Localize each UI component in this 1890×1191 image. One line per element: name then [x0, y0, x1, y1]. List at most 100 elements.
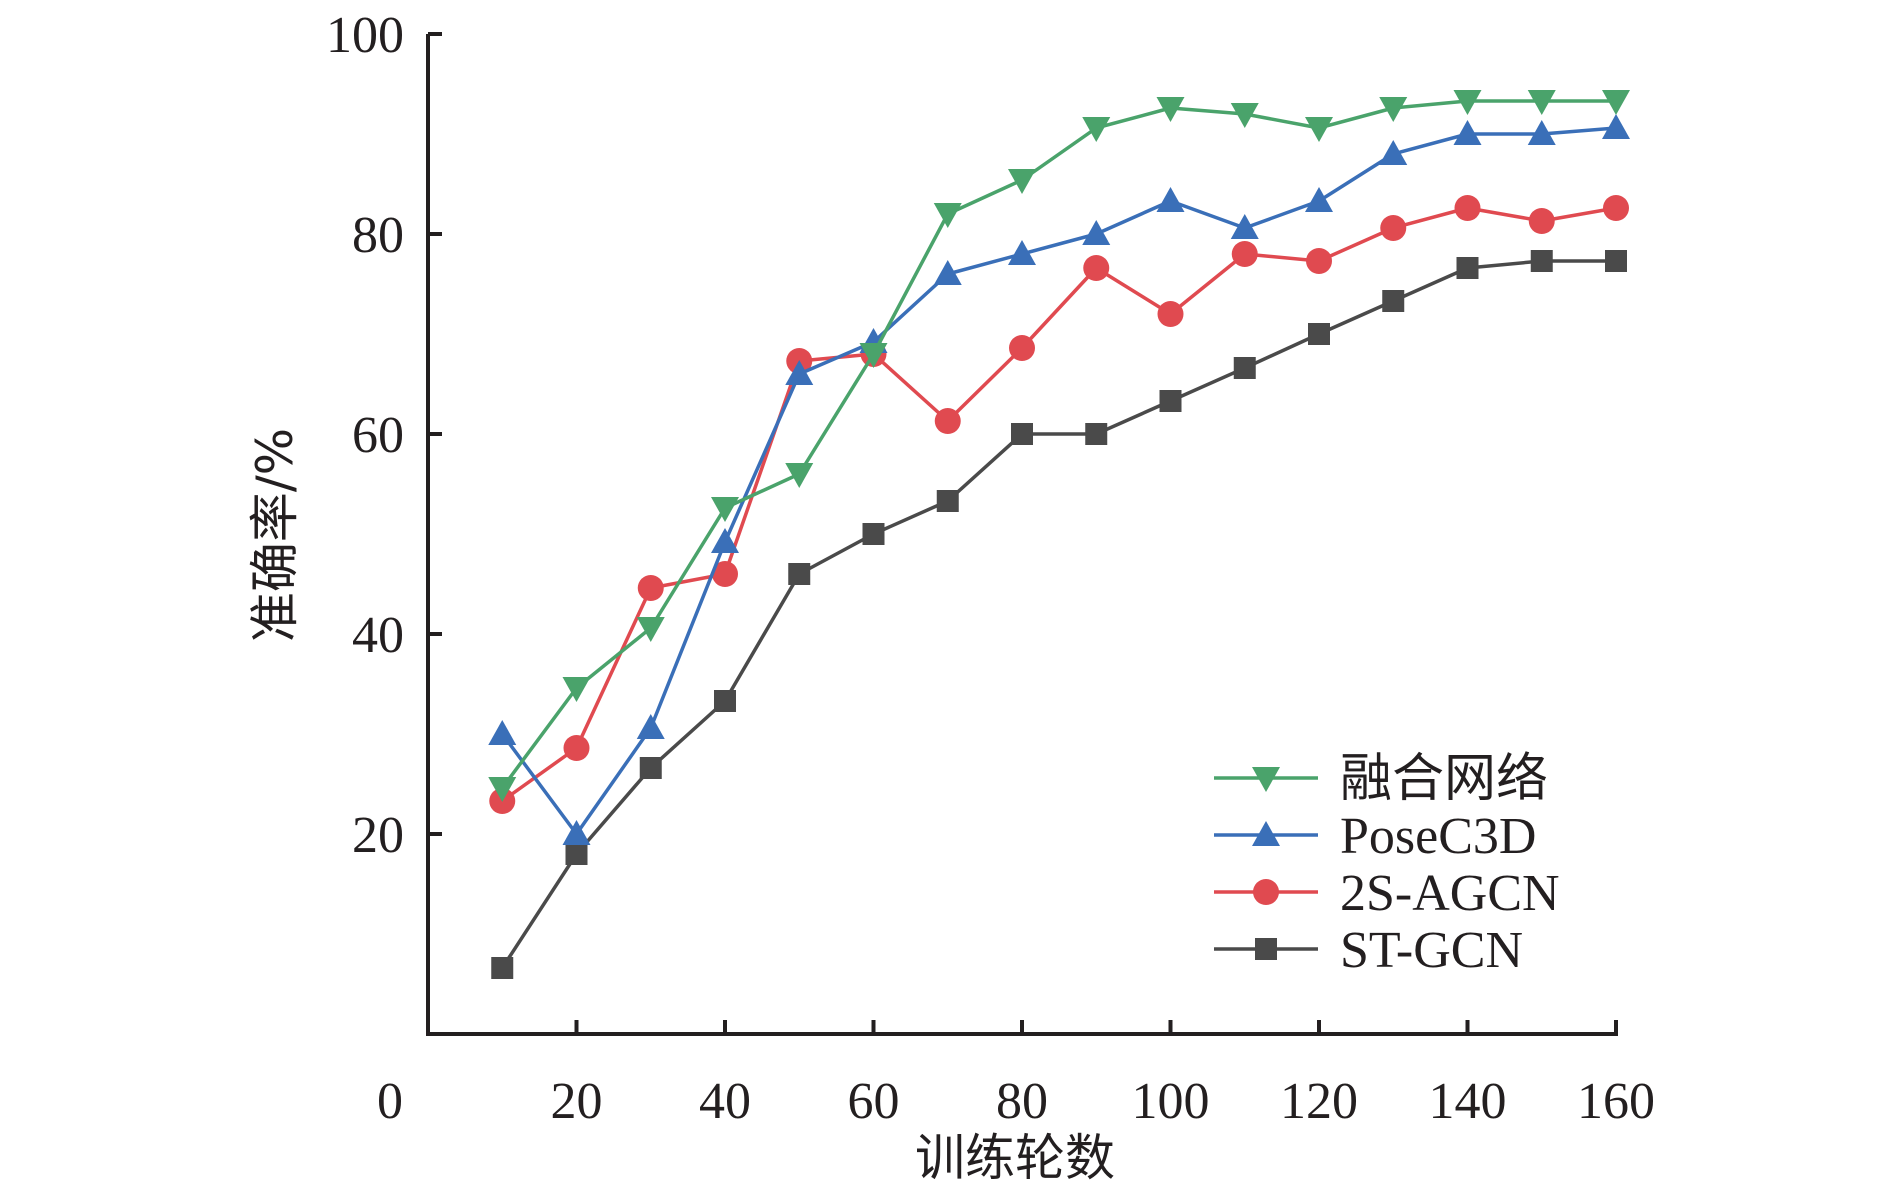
data-point — [1379, 140, 1408, 165]
data-point — [1157, 301, 1184, 327]
data-point — [1528, 208, 1555, 234]
data-point — [565, 843, 588, 865]
data-point — [1008, 240, 1036, 265]
data-point — [785, 463, 814, 488]
data-point — [1602, 114, 1630, 139]
series-line — [500, 99, 1616, 790]
data-point — [488, 720, 517, 745]
x-axis-title: 训练轮数 — [915, 1129, 1115, 1187]
data-point — [1603, 195, 1629, 221]
data-point — [1230, 214, 1259, 239]
x-tick-label: 60 — [848, 1073, 900, 1130]
data-point — [1082, 220, 1111, 245]
legend-label: 融合网络 — [1340, 751, 1548, 808]
data-point — [933, 260, 962, 285]
y-tick-label: 20 — [352, 807, 404, 864]
series-4 — [491, 250, 1627, 979]
data-point — [711, 528, 739, 553]
y-tick-label: 60 — [352, 407, 404, 464]
series-line — [500, 126, 1617, 836]
data-point — [1527, 120, 1556, 145]
legend-entry: ST-GCN — [1214, 922, 1523, 979]
data-point — [1159, 390, 1182, 412]
x-tick-label: 40 — [699, 1073, 751, 1130]
data-point — [1456, 257, 1479, 279]
data-point — [1602, 90, 1630, 115]
data-point — [563, 735, 590, 761]
legend-marker — [1252, 821, 1280, 846]
data-point — [1156, 97, 1185, 122]
data-point — [1380, 215, 1407, 241]
legend-marker — [1252, 767, 1280, 792]
x-tick-label: 100 — [1132, 1073, 1210, 1130]
legend-entry: 融合网络 — [1214, 751, 1548, 808]
data-point — [1306, 248, 1332, 274]
x-tick-label: 140 — [1429, 1073, 1507, 1130]
data-point — [636, 714, 665, 739]
legend-label: 2S-AGCN — [1340, 865, 1560, 922]
y-axis-ticks: 20 40 60 80 100 — [326, 7, 442, 864]
data-point — [1305, 117, 1333, 142]
data-point — [1085, 423, 1108, 445]
x-tick-label: 120 — [1280, 1073, 1358, 1130]
data-point — [562, 677, 591, 702]
data-point — [1605, 250, 1627, 272]
x-axis-ticks: 0 20 40 60 80 100 120 140 160 — [377, 1020, 1655, 1130]
data-point — [1379, 97, 1408, 122]
data-point — [1305, 187, 1333, 212]
series-line — [501, 206, 1617, 803]
data-point — [1156, 187, 1185, 212]
data-point — [1011, 423, 1033, 445]
series-2 — [488, 114, 1630, 845]
data-point — [1454, 195, 1481, 221]
data-point — [788, 563, 811, 585]
y-tick-label: 40 — [352, 607, 404, 664]
data-point — [1082, 117, 1111, 142]
legend-marker — [1253, 879, 1279, 905]
data-point — [936, 490, 959, 512]
data-point — [562, 820, 591, 845]
series-layer — [488, 90, 1630, 979]
data-point — [714, 690, 736, 712]
y-tick-label: 80 — [352, 207, 404, 264]
series-line — [500, 259, 1616, 969]
data-point — [859, 343, 888, 368]
y-axis-title: 准确率/% — [246, 428, 304, 642]
data-point — [1453, 90, 1482, 115]
data-point — [1231, 241, 1258, 267]
data-point — [636, 617, 665, 642]
x-tick-label: 20 — [551, 1073, 603, 1130]
data-point — [637, 575, 664, 601]
data-point — [1009, 335, 1035, 361]
data-point — [712, 561, 738, 587]
data-point — [785, 360, 814, 385]
legend-label: ST-GCN — [1340, 922, 1523, 979]
data-point — [1008, 169, 1036, 194]
data-point — [639, 757, 662, 779]
series-3 — [489, 195, 1629, 814]
data-point — [1083, 255, 1110, 281]
data-point — [1527, 90, 1556, 115]
data-point — [1382, 290, 1405, 312]
legend-entry: 2S-AGCN — [1214, 865, 1560, 922]
legend-marker — [1255, 938, 1277, 960]
x-tick-label: 160 — [1577, 1073, 1655, 1130]
data-point — [488, 777, 517, 802]
data-point — [1230, 103, 1259, 128]
data-point — [1453, 120, 1482, 145]
x-tick-label: 80 — [996, 1073, 1048, 1130]
legend-label: PoseC3D — [1340, 808, 1536, 865]
data-point — [1233, 357, 1256, 379]
x-tick-label: 0 — [377, 1073, 403, 1130]
y-tick-label: 100 — [326, 7, 404, 64]
legend-entry: PoseC3D — [1214, 808, 1536, 865]
data-point — [934, 408, 961, 434]
data-point — [933, 203, 962, 228]
data-point — [1530, 250, 1553, 272]
data-point — [862, 523, 885, 545]
data-point — [711, 497, 739, 522]
data-point — [1308, 323, 1330, 345]
series-1 — [488, 90, 1630, 802]
